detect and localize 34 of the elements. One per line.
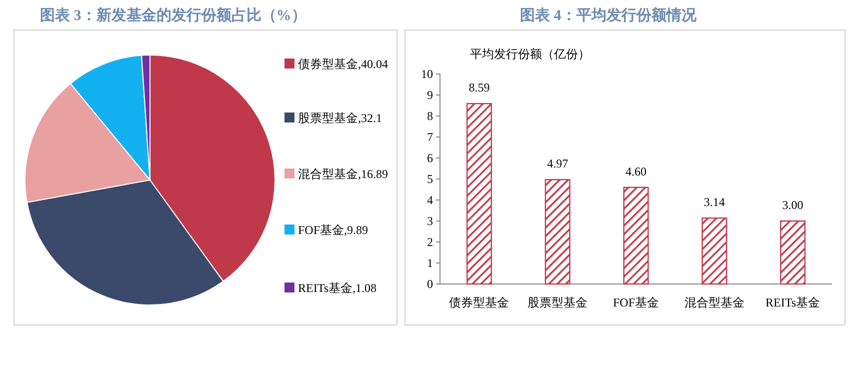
y-tick-label: 9	[427, 88, 433, 102]
x-tick-label: 股票型基金	[528, 296, 588, 310]
legend-label: REITs基金,1.08	[298, 281, 376, 295]
x-tick-label: FOF基金	[612, 296, 660, 310]
y-tick-label: 0	[427, 276, 433, 291]
y-tick-label: 7	[427, 130, 433, 144]
x-tick-label: REITs基金	[766, 296, 820, 310]
data-label: 8.59	[468, 80, 490, 95]
legend-label: 混合型基金,16.89	[298, 167, 388, 181]
y-tick-label: 8	[427, 108, 433, 123]
legend-label: 股票型基金,32.1	[298, 111, 382, 125]
y-tick-label: 2	[427, 234, 433, 249]
data-label: 4.60	[626, 164, 646, 178]
bar	[623, 186, 649, 285]
bar	[544, 179, 570, 285]
chart-title: 图表 4：平均发行份额情况	[520, 6, 698, 24]
bar	[466, 103, 492, 285]
y-tick-label: 6	[427, 150, 433, 165]
y-axis-title: 平均发行份额（亿份）	[470, 47, 590, 61]
data-label: 3.00	[782, 198, 804, 212]
y-tick-label: 3	[427, 214, 433, 228]
bar	[780, 220, 806, 285]
legend-label: FOF基金,9.89	[298, 223, 368, 237]
y-tick-label: 5	[427, 172, 433, 186]
x-tick-label: 混合型基金	[684, 296, 744, 310]
bar	[702, 217, 728, 285]
y-tick-label: 10	[421, 66, 433, 81]
data-label: 3.14	[704, 195, 725, 210]
y-tick-label: 1	[427, 256, 433, 270]
y-tick-label: 4	[427, 192, 433, 207]
data-label: 4.97	[547, 156, 568, 171]
legend-label: 债券型基金,40.04	[298, 57, 388, 71]
chart-title: 图表 3：新发基金的发行份额占比（%）	[40, 6, 306, 24]
x-tick-label: 债券型基金	[449, 296, 510, 310]
